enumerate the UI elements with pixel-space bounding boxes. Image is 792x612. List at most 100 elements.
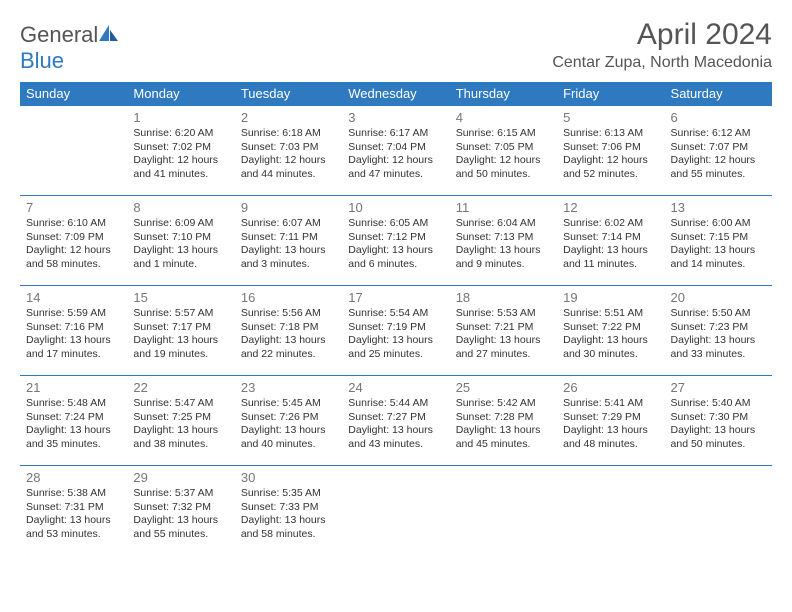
location: Centar Zupa, North Macedonia — [552, 54, 772, 72]
day-info: Sunrise: 6:07 AMSunset: 7:11 PMDaylight:… — [241, 217, 336, 272]
day-cell: 17 Sunrise: 5:54 AMSunset: 7:19 PMDayligh… — [342, 286, 449, 376]
day-number: 22 — [133, 380, 228, 395]
day-number: 29 — [133, 470, 228, 485]
day-info: Sunrise: 6:20 AMSunset: 7:02 PMDaylight:… — [133, 127, 228, 182]
dow-row: Sunday Monday Tuesday Wednesday Thursday… — [20, 82, 772, 106]
title-block: April 2024 Centar Zupa, North Macedonia — [552, 18, 772, 72]
day-number: 11 — [456, 200, 551, 215]
day-info: Sunrise: 6:13 AMSunset: 7:06 PMDaylight:… — [563, 127, 658, 182]
day-cell: 7 Sunrise: 6:10 AMSunset: 7:09 PMDaylight… — [20, 196, 127, 286]
logo: GeneralBlue — [20, 18, 120, 74]
day-number: 8 — [133, 200, 228, 215]
day-number: 23 — [241, 380, 336, 395]
day-info: Sunrise: 5:38 AMSunset: 7:31 PMDaylight:… — [26, 487, 121, 542]
day-info: Sunrise: 5:53 AMSunset: 7:21 PMDaylight:… — [456, 307, 551, 362]
day-info: Sunrise: 5:41 AMSunset: 7:29 PMDaylight:… — [563, 397, 658, 452]
day-cell: 14 Sunrise: 5:59 AMSunset: 7:16 PMDayligh… — [20, 286, 127, 376]
day-number: 16 — [241, 290, 336, 305]
logo-text-2: Blue — [20, 48, 64, 73]
dow-sunday: Sunday — [20, 82, 127, 106]
day-number: 20 — [671, 290, 766, 305]
day-number: 19 — [563, 290, 658, 305]
day-cell: 12Sunrise: 6:02 AMSunset: 7:14 PMDayligh… — [557, 196, 664, 286]
day-cell: 5 Sunrise: 6:13 AMSunset: 7:06 PMDaylight… — [557, 106, 664, 196]
day-number: 3 — [348, 110, 443, 125]
day-info: Sunrise: 5:37 AMSunset: 7:32 PMDaylight:… — [133, 487, 228, 542]
day-info: Sunrise: 5:56 AMSunset: 7:18 PMDaylight:… — [241, 307, 336, 362]
day-number: 14 — [26, 290, 121, 305]
day-cell — [20, 106, 127, 196]
day-info: Sunrise: 5:40 AMSunset: 7:30 PMDaylight:… — [671, 397, 766, 452]
day-cell: 20 Sunrise: 5:50 AMSunset: 7:23 PMDayligh… — [665, 286, 772, 376]
day-info: Sunrise: 6:17 AMSunset: 7:04 PMDaylight:… — [348, 127, 443, 182]
day-number: 15 — [133, 290, 228, 305]
day-cell: 19 Sunrise: 5:51 AMSunset: 7:22 PMDayligh… — [557, 286, 664, 376]
day-cell: 26Sunrise: 5:41 AMSunset: 7:29 PMDayligh… — [557, 376, 664, 466]
day-info: Sunrise: 6:18 AMSunset: 7:03 PMDaylight:… — [241, 127, 336, 182]
day-info: Sunrise: 5:50 AMSunset: 7:23 PMDaylight:… — [671, 307, 766, 362]
day-cell: 10 Sunrise: 6:05 AMSunset: 7:12 PMDayligh… — [342, 196, 449, 286]
day-info: Sunrise: 5:47 AMSunset: 7:25 PMDaylight:… — [133, 397, 228, 452]
calendar-body: 1 Sunrise: 6:20 AMSunset: 7:02 PMDaylight… — [20, 106, 772, 556]
week-row: 14 Sunrise: 5:59 AMSunset: 7:16 PMDayligh… — [20, 286, 772, 376]
day-cell: 25 Sunrise: 5:42 AMSunset: 7:28 PMDayligh… — [450, 376, 557, 466]
day-cell — [665, 466, 772, 556]
day-info: Sunrise: 6:02 AMSunset: 7:14 PMDaylight:… — [563, 217, 658, 272]
day-number: 5 — [563, 110, 658, 125]
day-cell: 28 Sunrise: 5:38 AMSunset: 7:31 PMDayligh… — [20, 466, 127, 556]
dow-saturday: Saturday — [665, 82, 772, 106]
day-cell — [342, 466, 449, 556]
day-info: Sunrise: 6:15 AMSunset: 7:05 PMDaylight:… — [456, 127, 551, 182]
calendar-table: Sunday Monday Tuesday Wednesday Thursday… — [20, 82, 772, 556]
day-number: 28 — [26, 470, 121, 485]
day-cell: 13Sunrise: 6:00 AMSunset: 7:15 PMDayligh… — [665, 196, 772, 286]
day-cell — [450, 466, 557, 556]
day-number: 24 — [348, 380, 443, 395]
dow-friday: Friday — [557, 82, 664, 106]
day-number: 17 — [348, 290, 443, 305]
day-cell: 3 Sunrise: 6:17 AMSunset: 7:04 PMDaylight… — [342, 106, 449, 196]
week-row: 21 Sunrise: 5:48 AMSunset: 7:24 PMDayligh… — [20, 376, 772, 466]
dow-thursday: Thursday — [450, 82, 557, 106]
week-row: 1 Sunrise: 6:20 AMSunset: 7:02 PMDaylight… — [20, 106, 772, 196]
day-cell: 27Sunrise: 5:40 AMSunset: 7:30 PMDayligh… — [665, 376, 772, 466]
day-cell: 15 Sunrise: 5:57 AMSunset: 7:17 PMDayligh… — [127, 286, 234, 376]
day-cell: 29 Sunrise: 5:37 AMSunset: 7:32 PMDayligh… — [127, 466, 234, 556]
day-info: Sunrise: 5:51 AMSunset: 7:22 PMDaylight:… — [563, 307, 658, 362]
day-info: Sunrise: 6:05 AMSunset: 7:12 PMDaylight:… — [348, 217, 443, 272]
day-number: 4 — [456, 110, 551, 125]
day-number: 21 — [26, 380, 121, 395]
month-title: April 2024 — [552, 18, 772, 52]
day-cell: 22 Sunrise: 5:47 AMSunset: 7:25 PMDayligh… — [127, 376, 234, 466]
day-info: Sunrise: 5:57 AMSunset: 7:17 PMDaylight:… — [133, 307, 228, 362]
day-number: 6 — [671, 110, 766, 125]
day-cell — [557, 466, 664, 556]
day-info: Sunrise: 6:04 AMSunset: 7:13 PMDaylight:… — [456, 217, 551, 272]
day-info: Sunrise: 5:44 AMSunset: 7:27 PMDaylight:… — [348, 397, 443, 452]
day-number: 1 — [133, 110, 228, 125]
week-row: 28 Sunrise: 5:38 AMSunset: 7:31 PMDayligh… — [20, 466, 772, 556]
day-info: Sunrise: 6:12 AMSunset: 7:07 PMDaylight:… — [671, 127, 766, 182]
day-info: Sunrise: 6:09 AMSunset: 7:10 PMDaylight:… — [133, 217, 228, 272]
day-info: Sunrise: 5:48 AMSunset: 7:24 PMDaylight:… — [26, 397, 121, 452]
day-number: 25 — [456, 380, 551, 395]
day-info: Sunrise: 5:59 AMSunset: 7:16 PMDaylight:… — [26, 307, 121, 362]
day-cell: 24 Sunrise: 5:44 AMSunset: 7:27 PMDayligh… — [342, 376, 449, 466]
day-cell: 9Sunrise: 6:07 AMSunset: 7:11 PMDaylight… — [235, 196, 342, 286]
day-info: Sunrise: 6:10 AMSunset: 7:09 PMDaylight:… — [26, 217, 121, 272]
day-number: 18 — [456, 290, 551, 305]
week-row: 7 Sunrise: 6:10 AMSunset: 7:09 PMDaylight… — [20, 196, 772, 286]
logo-text-1: General — [20, 22, 98, 47]
day-number: 10 — [348, 200, 443, 215]
day-info: Sunrise: 5:42 AMSunset: 7:28 PMDaylight:… — [456, 397, 551, 452]
day-cell: 1 Sunrise: 6:20 AMSunset: 7:02 PMDaylight… — [127, 106, 234, 196]
day-cell: 23 Sunrise: 5:45 AMSunset: 7:26 PMDayligh… — [235, 376, 342, 466]
day-cell: 21 Sunrise: 5:48 AMSunset: 7:24 PMDayligh… — [20, 376, 127, 466]
day-cell: 11 Sunrise: 6:04 AMSunset: 7:13 PMDayligh… — [450, 196, 557, 286]
day-number: 7 — [26, 200, 121, 215]
day-info: Sunrise: 5:54 AMSunset: 7:19 PMDaylight:… — [348, 307, 443, 362]
day-cell: 18 Sunrise: 5:53 AMSunset: 7:21 PMDayligh… — [450, 286, 557, 376]
day-info: Sunrise: 5:45 AMSunset: 7:26 PMDaylight:… — [241, 397, 336, 452]
day-cell: 8 Sunrise: 6:09 AMSunset: 7:10 PMDaylight… — [127, 196, 234, 286]
day-cell: 4 Sunrise: 6:15 AMSunset: 7:05 PMDaylight… — [450, 106, 557, 196]
